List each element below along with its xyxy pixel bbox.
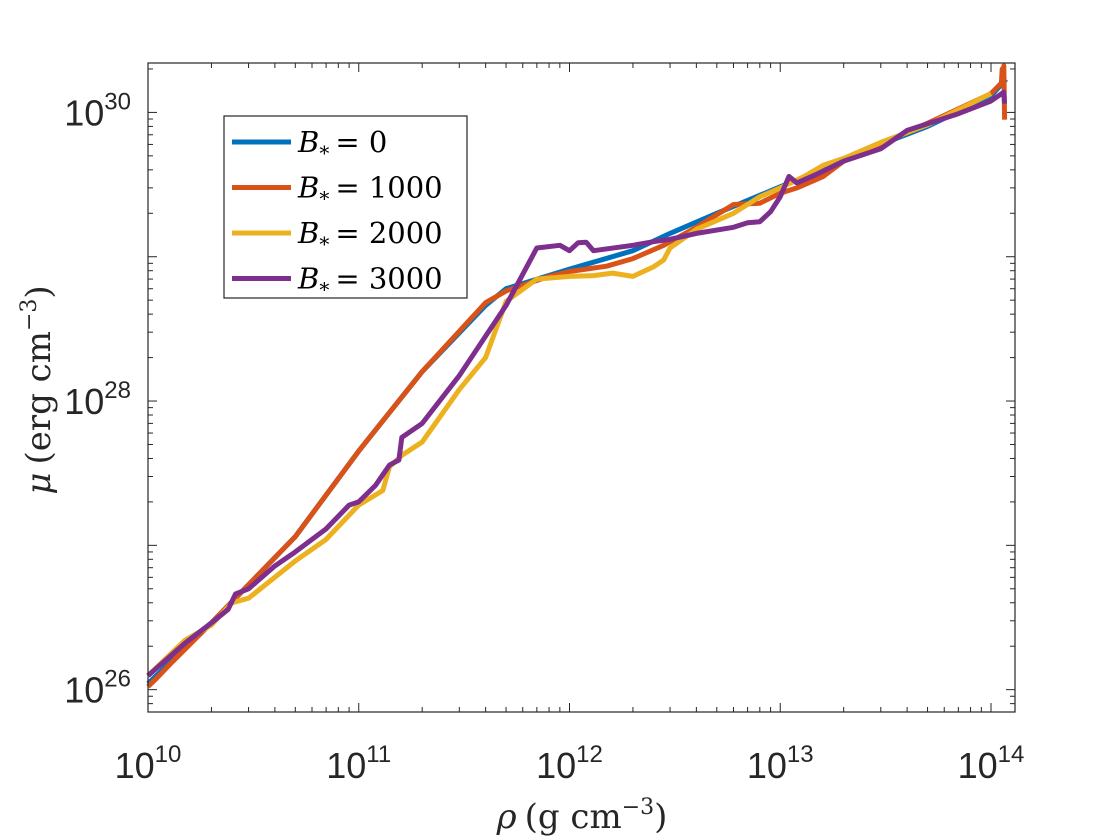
x-axis-label: ρ (g cm−3) [496,795,668,837]
legend-label-0: B* = 0 [297,125,387,165]
axis-ticks [147,63,1015,713]
legend-label-1: B* = 1000 [297,171,443,211]
legend-label-2: B* = 2000 [297,216,443,256]
legend-label-3: B* = 3000 [297,262,443,302]
y-tick-label: 1028 [64,377,131,422]
x-tick-label: 1010 [115,741,182,786]
plot-frame [147,62,1016,713]
legend-box [223,115,468,299]
series-lines [146,63,1008,689]
y-tick-label: 1026 [64,666,131,711]
y-tick-label: 1030 [64,88,131,133]
x-tick-label: 1011 [326,741,391,786]
x-tick-label: 1013 [747,741,814,786]
x-tick-label: 1012 [536,741,603,786]
y-axis-label: μ(erg cm−3) [17,285,59,494]
tick-labels: 1010 1011 1012 1013 1014 1026 1028 1030 [64,88,1024,786]
legend: B* = 0 B* = 1000 B* = 2000 B* = 3000 [223,115,468,302]
x-tick-label: 1014 [958,741,1025,786]
series-line-3 [146,89,1008,678]
